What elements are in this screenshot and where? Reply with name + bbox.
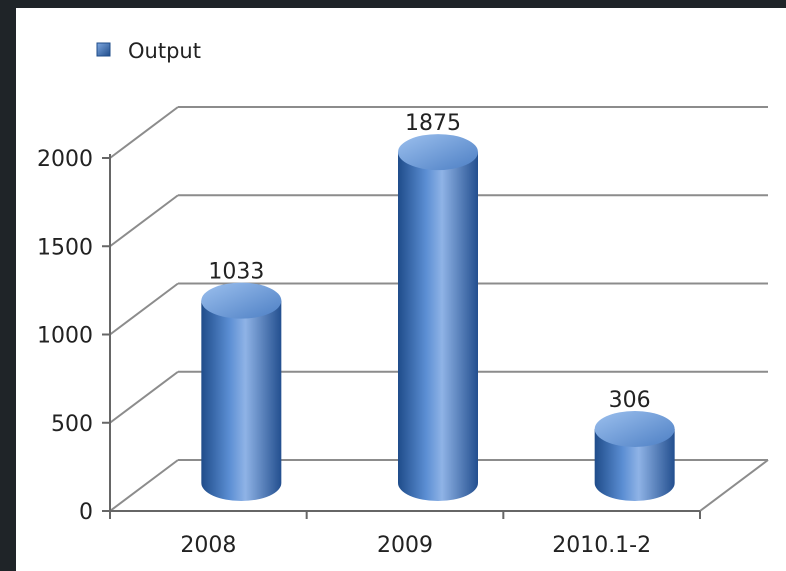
y-tick-label: 1500 bbox=[37, 235, 93, 260]
gridline-wall bbox=[109, 106, 179, 159]
gridline-wall bbox=[109, 282, 179, 336]
legend-swatch bbox=[96, 42, 111, 57]
x-tick-label: 2010.1-2 bbox=[552, 533, 651, 558]
floor-edge bbox=[699, 459, 769, 512]
data-label: 1875 bbox=[405, 111, 461, 136]
gridline-wall bbox=[109, 370, 179, 424]
bar-top bbox=[398, 134, 478, 171]
axes bbox=[109, 154, 700, 512]
data-label: 1033 bbox=[208, 260, 264, 285]
y-tick-label: 2000 bbox=[37, 147, 93, 172]
y-tick-label: 1000 bbox=[37, 324, 93, 349]
y-tick-label: 0 bbox=[79, 500, 93, 525]
bar bbox=[201, 282, 282, 501]
gridline-wall bbox=[109, 194, 179, 248]
bar bbox=[398, 134, 478, 501]
gridline-wall bbox=[109, 459, 179, 512]
bar-body bbox=[201, 300, 282, 501]
x-tick-label: 2009 bbox=[377, 533, 433, 558]
bar-body bbox=[594, 428, 675, 501]
data-label: 306 bbox=[609, 388, 651, 413]
y-tick-label: 500 bbox=[51, 412, 93, 437]
bars bbox=[201, 134, 675, 501]
legend-label: Output bbox=[128, 39, 201, 63]
bar-body bbox=[398, 152, 478, 501]
legend: Output bbox=[96, 39, 201, 63]
bar bbox=[594, 410, 675, 501]
x-tick-label: 2008 bbox=[180, 533, 236, 558]
x-axis-ticks: 2008 2009 2010.1-2 bbox=[109, 511, 701, 558]
y-axis-ticks: 0 500 1000 1500 2000 bbox=[37, 147, 110, 525]
bar-top bbox=[201, 282, 282, 319]
bar-top bbox=[594, 410, 675, 447]
data-labels: 1033 1875 306 bbox=[208, 111, 650, 413]
